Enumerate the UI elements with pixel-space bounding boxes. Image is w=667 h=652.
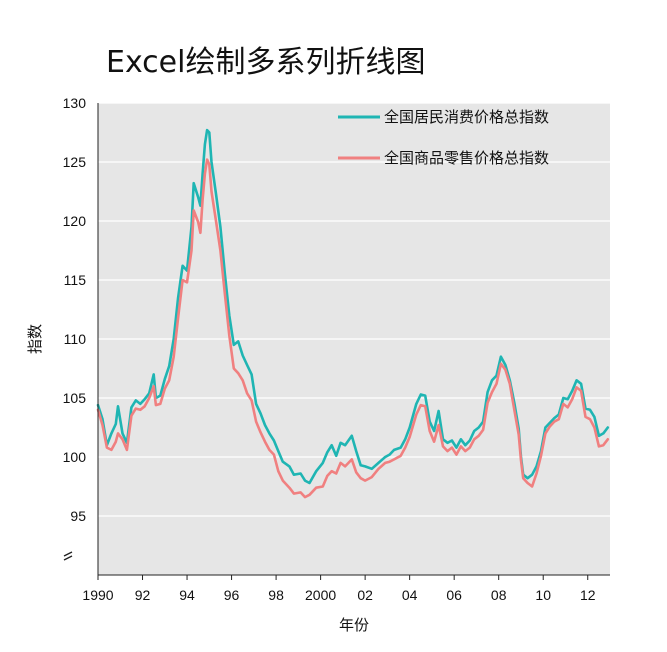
y-tick-label: 130 — [63, 95, 87, 111]
y-tick-label: 115 — [64, 272, 87, 288]
x-tick-label: 96 — [224, 587, 240, 603]
x-tick-label: 04 — [402, 587, 418, 603]
legend-label-1: 全国居民消费价格总指数 — [384, 108, 549, 126]
y-tick-label: 125 — [63, 154, 87, 170]
legend-label-2: 全国商品零售价格总指数 — [384, 149, 549, 167]
y-tick-label: 105 — [63, 390, 87, 406]
x-tick-label: 1990 — [82, 587, 113, 603]
x-tick-label: 10 — [535, 587, 551, 603]
x-tick-label: 08 — [491, 587, 507, 603]
x-tick-label: 06 — [446, 587, 462, 603]
x-tick-label: 12 — [580, 587, 596, 603]
x-tick-label: 92 — [135, 587, 151, 603]
x-tick-label: 2000 — [305, 587, 336, 603]
chart-title: Excel绘制多系列折线图 — [106, 45, 425, 80]
y-tick-label: 95 — [70, 508, 86, 524]
y-tick-label: 100 — [63, 449, 87, 465]
y-tick-label: 110 — [64, 331, 87, 347]
y-axis-label: 指数 — [26, 324, 44, 354]
x-tick-label: 94 — [179, 587, 195, 603]
y-axis-break — [64, 552, 72, 560]
x-tick-label: 98 — [268, 587, 284, 603]
x-axis-label: 年份 — [339, 616, 369, 634]
y-tick-label: 120 — [63, 213, 87, 229]
x-tick-label: 02 — [357, 587, 373, 603]
